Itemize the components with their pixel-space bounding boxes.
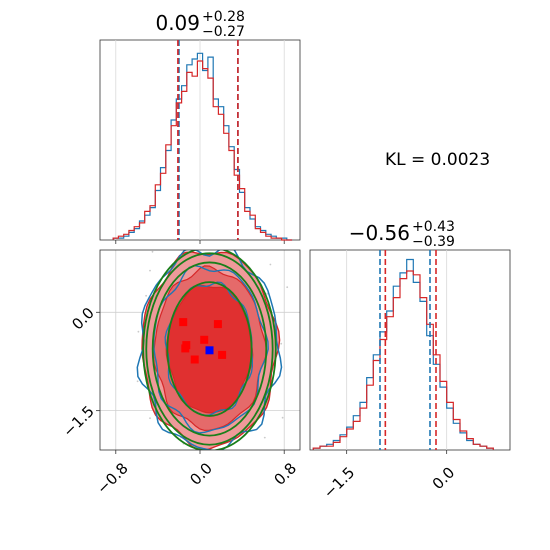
joint-xtick-label-2: 0.8 xyxy=(271,459,301,489)
y-marginal-title-upper-error: +0.43 xyxy=(412,219,455,235)
joint-sample-point xyxy=(149,269,151,272)
green-ellipse-2 xyxy=(145,252,274,446)
red-marker-0 xyxy=(179,318,188,327)
y-marginal-histogram-series-blue xyxy=(312,258,494,450)
y-marginal-frame xyxy=(309,249,511,451)
y-marginal-xtick-label-1: 0.0 xyxy=(429,463,459,493)
joint-sample-point xyxy=(264,246,266,248)
joint-ytick-label-0: 0.0 xyxy=(68,304,98,334)
y-marginal-xaxis: −1.5 0.0 xyxy=(320,450,458,502)
joint-sample-point xyxy=(149,417,151,420)
joint-xtick-label-1: 0.0 xyxy=(186,459,216,489)
joint-sample-point xyxy=(192,196,194,198)
x-marginal-panel: 0.09 +0.28−0.27 xyxy=(99,9,301,244)
joint-sample-point xyxy=(151,250,154,253)
joint-sample-point xyxy=(217,207,219,209)
joint-sample-point xyxy=(281,416,284,419)
joint-xtick-label-0: −0.8 xyxy=(93,459,131,497)
joint-sample-point xyxy=(235,245,237,247)
joint-sample-point xyxy=(263,436,266,439)
x-marginal-title-value: 0.09 xyxy=(155,11,200,35)
y-marginal-title-lower-error: −0.39 xyxy=(412,234,455,250)
joint-plot-area xyxy=(100,196,334,511)
joint-sample-point xyxy=(332,330,334,332)
x-marginal-histogram-series-red xyxy=(112,60,293,241)
x-marginal-title-upper-error: +0.28 xyxy=(202,9,245,25)
joint-sample-point xyxy=(266,456,268,458)
y-marginal-plot xyxy=(312,250,494,450)
x-marginal-histogram-series-blue xyxy=(112,52,293,241)
y-marginal-xtick-label-0: −1.5 xyxy=(320,463,358,501)
x-marginal-title-lower-error: −0.27 xyxy=(202,24,245,40)
joint-sample-point xyxy=(266,292,269,295)
green-ellipse-1 xyxy=(151,261,268,437)
y-marginal-panel: −0.56 +0.43−0.39 −1.5 0.0 xyxy=(309,219,511,502)
y-marginal-title: −0.56 +0.43−0.39 xyxy=(349,219,455,250)
y-marginal-title-value: −0.56 xyxy=(349,221,410,245)
x-marginal-title: 0.09 +0.28−0.27 xyxy=(155,9,244,40)
joint-sample-point xyxy=(187,461,189,463)
red-marker-1 xyxy=(213,320,222,329)
joint-sample-point xyxy=(145,294,148,297)
green-ellipse-3 xyxy=(142,250,277,450)
joint-sample-point xyxy=(136,380,139,383)
blue-marker xyxy=(205,346,214,355)
red-marker-4 xyxy=(218,350,227,359)
joint-sample-point xyxy=(137,330,140,333)
x-marginal-plot xyxy=(112,40,293,244)
red-marker-3 xyxy=(200,335,209,344)
joint-sample-point xyxy=(286,286,289,289)
green-ellipse-0 xyxy=(166,281,253,417)
red-marker-6 xyxy=(181,344,190,353)
joint-panel: −0.8 0.0 0.8 0.0 −1.5 xyxy=(59,196,334,511)
blue-contour-middle xyxy=(152,264,269,434)
red-marker-5 xyxy=(190,355,199,364)
joint-plot xyxy=(100,196,334,511)
joint-sample-point xyxy=(280,342,283,345)
joint-sample-point xyxy=(269,263,272,266)
kl-label: KL = 0.0023 xyxy=(385,150,490,170)
joint-sample-point xyxy=(191,236,193,238)
joint-ytick-label-1: −1.5 xyxy=(59,402,97,440)
joint-sample-point xyxy=(187,452,189,454)
joint-sample-point xyxy=(123,509,125,511)
joint-sample-point xyxy=(263,457,265,459)
joint-sample-point xyxy=(229,458,231,460)
y-marginal-histogram-series-red xyxy=(312,270,494,450)
